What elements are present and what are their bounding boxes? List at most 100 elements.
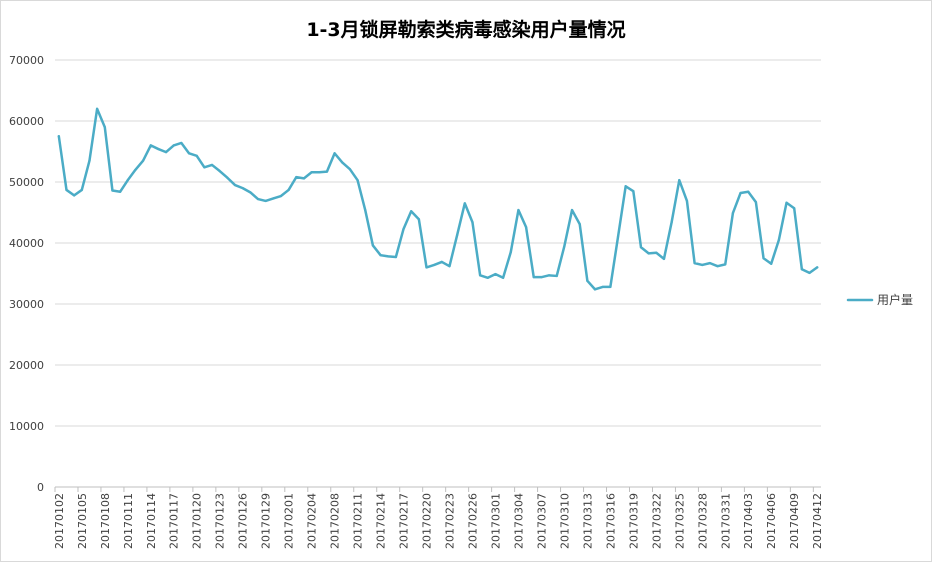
data-point [762, 257, 765, 260]
data-point [241, 187, 244, 190]
x-tick-label: 20170129 [260, 493, 273, 549]
data-point [172, 144, 175, 147]
x-tick-label: 20170108 [99, 493, 112, 549]
data-point [126, 179, 129, 182]
data-point [670, 221, 673, 224]
data-point [149, 144, 152, 147]
gridlines [55, 59, 821, 427]
x-tick-label: 20170111 [122, 493, 135, 549]
data-point [616, 235, 620, 238]
x-tick-label: 20170316 [604, 493, 617, 549]
x-tick-label: 20170211 [352, 493, 365, 549]
data-point [103, 126, 106, 129]
data-point [425, 266, 428, 269]
x-tick-label: 20170406 [765, 493, 778, 549]
data-point [387, 255, 390, 258]
legend-label: 用户量 [877, 292, 913, 307]
x-tick-label: 20170322 [650, 493, 663, 549]
x-tick-label: 20170217 [398, 493, 411, 549]
y-tick-label: 50000 [9, 176, 44, 189]
data-point [333, 152, 336, 155]
data-point [203, 166, 206, 169]
data-point [433, 263, 436, 267]
data-point [486, 276, 489, 279]
data-point [716, 265, 719, 268]
data-point [785, 201, 788, 204]
data-point [310, 171, 313, 174]
data-point [287, 188, 290, 192]
data-point [647, 252, 650, 255]
data-point [348, 168, 352, 171]
x-tick-label: 20170120 [191, 493, 204, 549]
data-point [639, 246, 643, 249]
legend: 用户量 [846, 292, 913, 307]
data-point [325, 170, 329, 173]
data-point [379, 254, 382, 257]
data-point [180, 141, 183, 145]
data-point [502, 276, 505, 279]
data-point [808, 271, 811, 274]
data-point [739, 191, 742, 195]
data-point [210, 163, 214, 167]
data-point [264, 199, 267, 203]
data-point [777, 238, 780, 242]
x-tick-label: 20170226 [466, 493, 479, 549]
data-point [494, 273, 497, 276]
data-point [524, 226, 528, 229]
data-point [164, 151, 168, 154]
series-group [57, 107, 819, 291]
x-tick-label: 20170325 [673, 493, 686, 549]
data-point [632, 190, 635, 193]
data-point [402, 227, 405, 231]
data-point [578, 222, 581, 226]
data-point [256, 197, 260, 201]
x-tick-label: 20170403 [742, 493, 755, 549]
data-point [509, 251, 512, 254]
data-point [394, 255, 397, 259]
y-tick-label: 40000 [9, 237, 44, 250]
data-point [302, 177, 306, 180]
x-tick-label: 20170313 [581, 493, 594, 549]
data-point [586, 279, 589, 282]
data-point [134, 168, 137, 171]
y-tick-label: 0 [37, 481, 44, 494]
data-point [662, 257, 666, 260]
data-point [731, 212, 735, 215]
data-point [195, 154, 198, 157]
data-point [141, 159, 145, 162]
data-point [593, 288, 597, 291]
y-axis-labels: 0 10000 20000 30000 40000 50000 60000 70000 [9, 54, 44, 494]
data-point [532, 276, 535, 279]
x-tick-label: 20170208 [329, 493, 342, 549]
data-point [517, 208, 520, 212]
x-tick-label: 20170201 [283, 493, 296, 549]
x-tick-label: 20170412 [811, 493, 824, 549]
data-point [456, 233, 459, 237]
x-axis [54, 486, 821, 492]
data-point [570, 208, 574, 212]
data-point [747, 190, 750, 193]
data-point [770, 262, 773, 265]
data-point [471, 221, 474, 224]
data-point [448, 265, 451, 268]
x-axis-labels: 20170102 20170105 20170108 20170111 20170114… [53, 493, 824, 549]
data-point [754, 201, 757, 204]
data-point [440, 260, 443, 264]
x-tick-label: 20170105 [76, 493, 89, 549]
data-point [724, 263, 727, 266]
data-point [295, 176, 298, 179]
y-tick-label: 60000 [9, 115, 44, 128]
data-point [708, 262, 712, 265]
x-tick-label: 20170409 [788, 493, 801, 549]
x-tick-label: 20170301 [489, 493, 502, 549]
y-tick-label: 10000 [9, 420, 44, 433]
data-point [685, 199, 689, 203]
data-point [364, 208, 367, 212]
data-point [655, 251, 658, 254]
data-point [540, 276, 543, 279]
x-tick-label: 20170117 [168, 493, 181, 549]
data-point [701, 263, 704, 267]
x-tick-label: 20170204 [306, 493, 319, 549]
